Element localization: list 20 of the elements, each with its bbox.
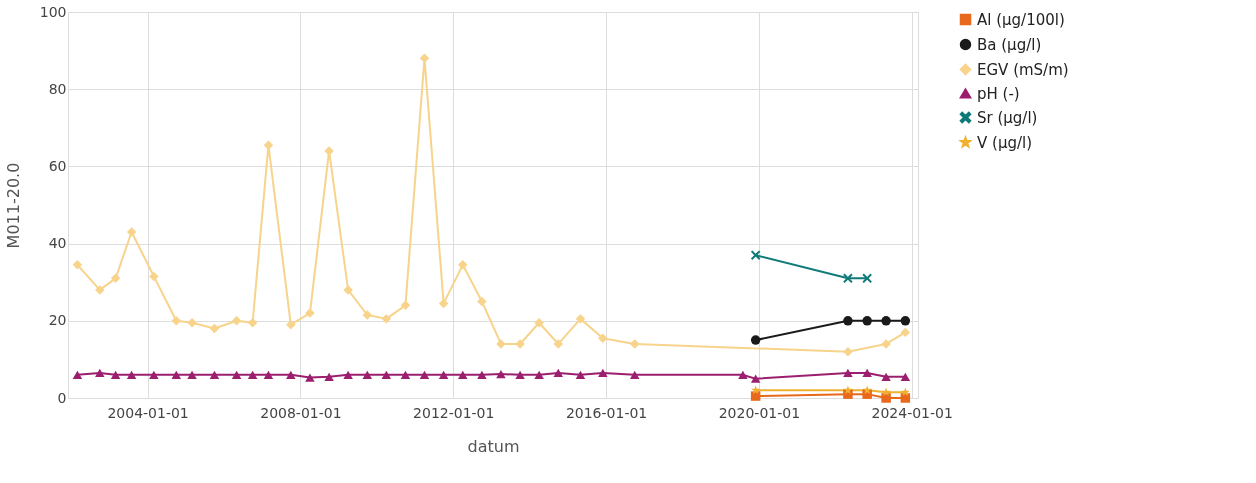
legend-label: pH (-) bbox=[977, 84, 1020, 103]
x-tick-label: 2008-01-01 bbox=[260, 404, 342, 421]
x-tick-label: 2020-01-01 bbox=[718, 404, 801, 421]
y-tick-label: 20 bbox=[48, 312, 67, 329]
y-axis-title: M011-20.0 bbox=[3, 162, 23, 249]
y-tick-label: 100 bbox=[39, 3, 67, 20]
legend-label: Sr (µg/l) bbox=[977, 108, 1038, 127]
x-tick-label: 2024-01-01 bbox=[871, 404, 953, 421]
x-tick-label: 2004-01-01 bbox=[107, 404, 189, 421]
x-tick-label: 2012-01-01 bbox=[413, 404, 495, 421]
legend-label: Ba (µg/l) bbox=[977, 35, 1042, 54]
legend-label: V (µg/l) bbox=[977, 133, 1033, 152]
x-axis-title: datum bbox=[467, 436, 520, 456]
legend-label: EGV (mS/m) bbox=[977, 60, 1069, 79]
legend-label: Al (µg/100l) bbox=[977, 10, 1065, 29]
y-tick-label: 80 bbox=[48, 80, 67, 97]
y-tick-label: 0 bbox=[57, 389, 67, 406]
y-tick-label: 40 bbox=[48, 235, 67, 252]
y-tick-label: 60 bbox=[48, 157, 67, 174]
x-tick-label: 2016-01-01 bbox=[565, 404, 648, 421]
